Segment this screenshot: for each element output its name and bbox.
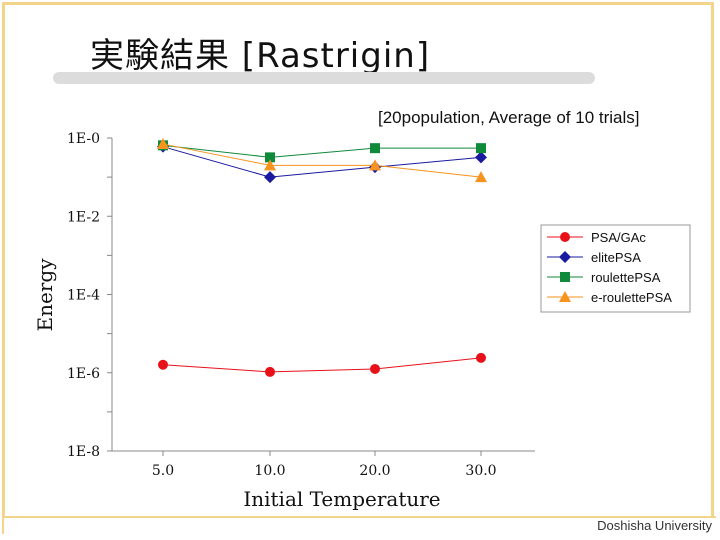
legend-entry: PSA/GAc bbox=[547, 230, 646, 245]
legend-label: roulettePSA bbox=[591, 270, 661, 285]
x-axis-title: Initial Temperature bbox=[243, 487, 440, 511]
data-point bbox=[157, 138, 169, 150]
y-tick-label: 1E-0 bbox=[67, 131, 100, 147]
data-point bbox=[370, 143, 380, 154]
data-point bbox=[158, 359, 168, 370]
series-elitePSA bbox=[157, 140, 487, 184]
y-tick-label: 1E-4 bbox=[67, 288, 100, 304]
chart-series bbox=[157, 138, 487, 377]
chart-legend: PSA/GAc elitePSA roulettePSA e-roulettePSA bbox=[540, 224, 691, 313]
x-tick-label: 10.0 bbox=[254, 463, 285, 479]
slide-title: 実験結果 [Rastrigin] bbox=[90, 36, 431, 76]
data-point bbox=[475, 171, 487, 183]
data-point bbox=[265, 152, 275, 163]
legend-entry: elitePSA bbox=[547, 250, 641, 265]
legend-label: elitePSA bbox=[591, 250, 641, 265]
x-tick-labels: 5.0 10.0 20.0 30.0 bbox=[152, 463, 497, 479]
data-point bbox=[264, 171, 276, 184]
legend-entry: e-roulettePSA bbox=[547, 290, 672, 305]
data-point bbox=[476, 143, 486, 154]
y-tick-label: 1E-6 bbox=[67, 366, 100, 382]
y-tick-labels: 1E-0 1E-2 1E-4 1E-6 1E-8 bbox=[67, 131, 100, 460]
series-line bbox=[162, 357, 482, 373]
chart-subtitle: [20population, Average of 10 trials] bbox=[378, 108, 640, 127]
x-tick-label: 30.0 bbox=[465, 463, 496, 479]
legend-label: e-roulettePSA bbox=[591, 290, 672, 305]
data-point bbox=[475, 151, 487, 164]
series-line bbox=[162, 143, 482, 178]
series-PSA/GAc bbox=[158, 352, 486, 377]
data-point bbox=[559, 251, 571, 263]
data-point bbox=[559, 291, 571, 302]
series-e-roulettePSA bbox=[157, 138, 487, 183]
legend-entry: roulettePSA bbox=[547, 270, 661, 285]
y-axis-title: Energy bbox=[33, 258, 57, 332]
footer-text: Doshisha University bbox=[597, 518, 712, 533]
data-point bbox=[264, 159, 276, 171]
x-tick-label: 20.0 bbox=[359, 463, 390, 479]
data-point bbox=[370, 363, 380, 374]
legend-label: PSA/GAc bbox=[591, 230, 646, 245]
data-point bbox=[265, 366, 275, 377]
title-underline-bar bbox=[53, 72, 595, 84]
y-tick-label: 1E-2 bbox=[67, 209, 100, 225]
series-line bbox=[162, 144, 481, 158]
data-point bbox=[560, 272, 570, 282]
series-line bbox=[162, 146, 482, 178]
x-tick-label: 5.0 bbox=[152, 463, 174, 479]
chart-axes bbox=[107, 137, 535, 456]
y-tick-label: 1E-8 bbox=[67, 444, 100, 460]
data-point bbox=[476, 352, 486, 363]
footer-bar bbox=[4, 516, 716, 538]
data-point bbox=[560, 232, 570, 242]
data-point bbox=[369, 159, 381, 171]
